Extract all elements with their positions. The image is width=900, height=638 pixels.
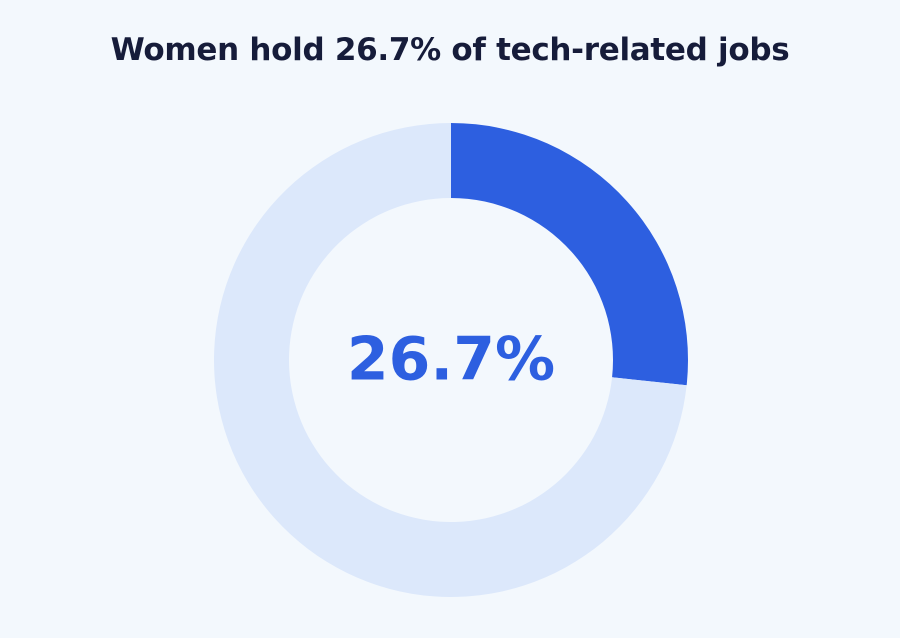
donut-slice-1 bbox=[213, 122, 687, 597]
chart-title: Women hold 26.7% of tech-related jobs bbox=[110, 32, 790, 68]
donut-slice-0 bbox=[451, 123, 688, 386]
center-value-label: 26.7% bbox=[347, 325, 555, 395]
donut-slices bbox=[213, 122, 688, 597]
